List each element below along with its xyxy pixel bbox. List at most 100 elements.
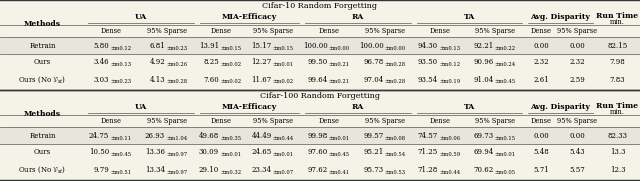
Text: Dense: Dense [211,117,232,125]
Text: ±m0.11: ±m0.11 [110,136,131,140]
Text: Ours (No $\mathcal{V}_{st}$): Ours (No $\mathcal{V}_{st}$) [19,164,67,175]
Text: Ours: Ours [34,58,51,66]
Text: ±m0.13: ±m0.13 [439,45,460,50]
Text: Retrain: Retrain [29,41,56,49]
Text: ±m0.59: ±m0.59 [439,153,460,157]
Text: 95.21: 95.21 [364,148,383,157]
Text: Dense: Dense [531,117,552,125]
Text: 7.60: 7.60 [204,75,219,83]
Text: 2.32: 2.32 [569,58,585,66]
Text: ±m0.19: ±m0.19 [439,79,460,85]
Text: ±m0.22: ±m0.22 [495,45,516,50]
Text: 24.65: 24.65 [252,148,271,157]
Text: Cifar-10 Random Forgetting: Cifar-10 Random Forgetting [262,1,378,9]
Text: 12.3: 12.3 [610,165,625,174]
Text: 99.57: 99.57 [364,132,383,140]
Text: MIA-Efficacy: MIA-Efficacy [222,103,277,111]
Text: 5.80: 5.80 [93,41,109,49]
Text: 69.73: 69.73 [474,132,493,140]
Text: 95% Sparse: 95% Sparse [557,117,597,125]
Text: ±m0.21: ±m0.21 [328,62,349,68]
Text: 93.50: 93.50 [418,58,438,66]
Text: ±m0.26: ±m0.26 [166,62,187,68]
Text: ±m0.97: ±m0.97 [166,153,187,157]
Text: 97.04: 97.04 [364,75,383,83]
Text: 5.71: 5.71 [534,165,549,174]
Text: RA: RA [352,103,364,111]
Text: ±m0.51: ±m0.51 [110,169,131,174]
Text: UA: UA [135,13,147,21]
Text: 6.81: 6.81 [149,41,165,49]
Text: 8.25: 8.25 [204,58,219,66]
Text: ±m0.97: ±m0.97 [166,169,187,174]
Text: TA: TA [464,103,475,111]
Text: ±m0.01: ±m0.01 [495,153,516,157]
Text: 97.60: 97.60 [307,148,328,157]
Text: 5.57: 5.57 [569,165,585,174]
Text: 10.50: 10.50 [89,148,109,157]
Bar [0,90,640,180]
Text: 4.13: 4.13 [149,75,165,83]
Text: Dense: Dense [100,117,122,125]
Text: MIA-Efficacy: MIA-Efficacy [222,13,277,21]
Text: 5.48: 5.48 [534,148,549,157]
Text: Dense: Dense [531,27,552,35]
Text: ±m0.01: ±m0.01 [328,136,349,140]
Text: 96.78: 96.78 [364,58,383,66]
Text: 13.91: 13.91 [199,41,219,49]
Text: 95% Sparse: 95% Sparse [476,117,516,125]
Text: Methods: Methods [24,110,61,118]
Text: 3.03: 3.03 [93,75,109,83]
Text: ±m0.01: ±m0.01 [273,153,294,157]
Text: Avg. Disparity: Avg. Disparity [531,13,591,21]
Text: 0.00: 0.00 [569,41,585,49]
Text: Dense: Dense [429,27,451,35]
Text: Dense: Dense [319,27,340,35]
Text: RA: RA [352,13,364,21]
Text: 70.62: 70.62 [473,165,493,174]
Text: ±m0.28: ±m0.28 [385,79,406,85]
Text: ±m1.04: ±m1.04 [166,136,187,140]
Text: TA: TA [464,13,475,21]
Text: 7.83: 7.83 [610,75,625,83]
Text: 82.15: 82.15 [607,41,628,49]
Bar [0,127,640,144]
Text: ±m0.12: ±m0.12 [439,62,460,68]
Text: 74.57: 74.57 [418,132,438,140]
Text: 95% Sparse: 95% Sparse [147,117,187,125]
Text: 95% Sparse: 95% Sparse [365,27,406,35]
Text: Ours: Ours [34,148,51,157]
Text: ±m0.15: ±m0.15 [220,45,241,50]
Text: ±m0.44: ±m0.44 [273,136,294,140]
Text: ±m0.02: ±m0.02 [220,79,241,85]
Bar [0,0,640,90]
Text: ±m0.00: ±m0.00 [328,45,349,50]
Text: ±m0.01: ±m0.01 [220,153,241,157]
Text: ±m0.53: ±m0.53 [385,169,406,174]
Text: UA: UA [135,103,147,111]
Text: 15.17: 15.17 [252,41,271,49]
Text: 90.96: 90.96 [473,58,493,66]
Text: ±m0.00: ±m0.00 [385,45,406,50]
Text: ±m0.35: ±m0.35 [220,136,241,140]
Text: 99.64: 99.64 [307,75,328,83]
Text: 44.49: 44.49 [252,132,271,140]
Text: 93.54: 93.54 [418,75,438,83]
Text: 92.21: 92.21 [473,41,493,49]
Text: 71.28: 71.28 [418,165,438,174]
Text: 69.94: 69.94 [473,148,493,157]
Text: 99.98: 99.98 [307,132,328,140]
Text: ±m0.05: ±m0.05 [495,169,516,174]
Text: Run Time: Run Time [596,102,639,110]
Text: 91.04: 91.04 [473,75,493,83]
Text: 71.25: 71.25 [418,148,438,157]
Text: 29.10: 29.10 [199,165,219,174]
Text: 13.34: 13.34 [145,165,165,174]
Text: 100.00: 100.00 [359,41,383,49]
Text: 0.00: 0.00 [534,41,549,49]
Text: min.: min. [610,18,625,26]
Text: Run Time: Run Time [596,12,639,20]
Text: Ours (No $\mathcal{V}_{st}$): Ours (No $\mathcal{V}_{st}$) [19,74,67,85]
Text: ±m0.07: ±m0.07 [273,169,294,174]
Text: 2.59: 2.59 [569,75,585,83]
